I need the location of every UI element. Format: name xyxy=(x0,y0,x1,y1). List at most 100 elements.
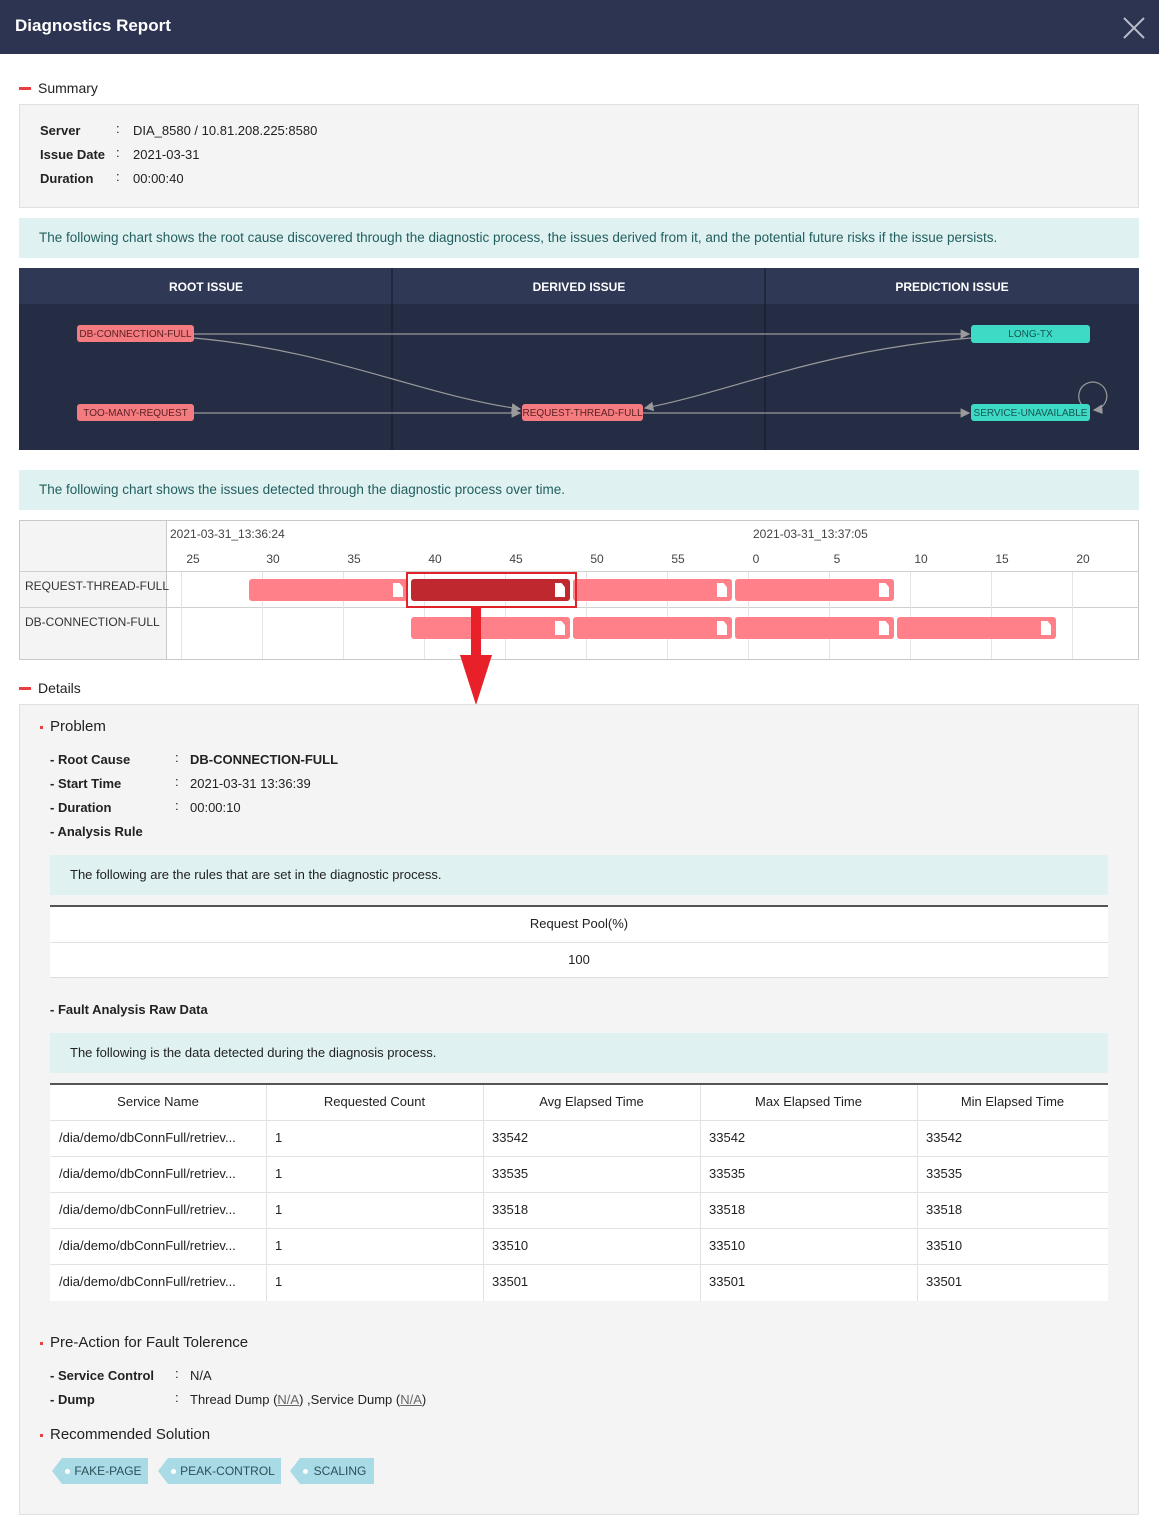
table-header: Requested Count xyxy=(323,1094,426,1109)
tick-label: 45 xyxy=(509,552,523,566)
time-label: 2021-03-31_13:36:24 xyxy=(170,527,285,541)
table-cell: 33501 xyxy=(709,1274,746,1289)
doc-icon xyxy=(717,583,727,597)
tick-label: 20 xyxy=(1076,552,1090,566)
header-title: Diagnostics Report xyxy=(15,16,171,35)
table-cell: 33535 xyxy=(709,1166,746,1181)
grid-line xyxy=(262,572,263,659)
edge xyxy=(643,337,972,412)
row-divider xyxy=(50,1264,1108,1265)
field-separator: : xyxy=(175,1366,179,1381)
table-cell: 33535 xyxy=(492,1166,529,1181)
issue-bar xyxy=(573,617,732,639)
table-cell: 33510 xyxy=(492,1238,529,1253)
field-label: Server xyxy=(40,123,81,138)
table-cell: 1 xyxy=(275,1166,283,1181)
col-divider xyxy=(266,1085,267,1301)
grid-line xyxy=(829,572,830,659)
row-label: DB-CONNECTION-FULL xyxy=(25,615,160,629)
column-header: DERIVED ISSUE xyxy=(533,280,626,294)
field-value: DB-CONNECTION-FULL xyxy=(190,752,339,767)
bullet xyxy=(40,726,43,729)
table-cell: 100 xyxy=(568,952,590,967)
table-header: Min Elapsed Time xyxy=(960,1094,1065,1109)
tick-label: 35 xyxy=(347,552,361,566)
close-button[interactable] xyxy=(1122,16,1146,40)
table-cell: 33501 xyxy=(926,1274,963,1289)
node xyxy=(971,325,1090,343)
field-label: - Root Cause xyxy=(50,752,131,767)
field-separator: : xyxy=(175,1390,179,1405)
self-loop xyxy=(1078,381,1108,415)
arrow-shape xyxy=(460,607,492,705)
header-bar xyxy=(0,0,1159,54)
field-separator: : xyxy=(175,774,179,789)
table-cell: 33542 xyxy=(709,1130,746,1145)
table-header: Avg Elapsed Time xyxy=(539,1094,644,1109)
section-icon xyxy=(19,687,31,690)
grid-line xyxy=(181,572,182,659)
column-header: PREDICTION ISSUE xyxy=(895,280,1008,294)
table-cell: /dia/demo/dbConnFull/retriev... xyxy=(59,1202,236,1217)
note-text: The following is the data detected durin… xyxy=(70,1045,437,1060)
note xyxy=(19,470,1139,510)
grid-line xyxy=(343,572,344,659)
doc-icon xyxy=(555,583,565,597)
issue-bar xyxy=(573,579,732,601)
node-label: SERVICE-UNAVAILABLE xyxy=(974,408,1088,419)
node-label: DB-CONNECTION-FULL xyxy=(79,329,192,340)
table-cell: 1 xyxy=(275,1238,283,1253)
col-divider xyxy=(700,1085,701,1301)
table-cell: 33518 xyxy=(492,1202,529,1217)
field-label: - Duration xyxy=(50,800,112,815)
field-label: - Analysis Rule xyxy=(50,824,143,839)
field-label: Duration xyxy=(40,171,94,186)
grid-line xyxy=(505,572,506,659)
doc-icon xyxy=(879,621,889,635)
grid-line xyxy=(586,572,587,659)
field-label: - Start Time xyxy=(50,776,122,791)
field-value: 00:00:10 xyxy=(190,800,241,815)
field-separator: : xyxy=(175,798,179,813)
row-label: REQUEST-THREAD-FULL xyxy=(25,579,170,593)
node-label: TOO-MANY-REQUEST xyxy=(83,408,187,419)
table-cell: /dia/demo/dbConnFull/retriev... xyxy=(59,1166,236,1181)
table-cell: 33542 xyxy=(492,1130,529,1145)
table-cell: 33510 xyxy=(709,1238,746,1253)
subsection-title: Pre-Action for Fault Tolerence xyxy=(50,1334,249,1351)
table-cell: 1 xyxy=(275,1130,283,1145)
link[interactable]: N/A xyxy=(400,1392,422,1407)
node-label: LONG-TX xyxy=(1008,329,1053,340)
node-label: REQUEST-THREAD-FULL xyxy=(522,408,642,419)
row-divider xyxy=(50,1228,1108,1229)
doc-icon xyxy=(555,621,565,635)
bullet xyxy=(40,1342,43,1345)
table-body xyxy=(50,1085,1108,1301)
field-value: 2021-03-31 13:36:39 xyxy=(190,776,311,791)
grid-line xyxy=(667,572,668,659)
doc-icon xyxy=(1041,621,1051,635)
tag-dot xyxy=(303,1469,308,1474)
tick-label: 40 xyxy=(428,552,442,566)
text: ) xyxy=(421,1392,427,1407)
doc-icon xyxy=(717,621,727,635)
field-separator: : xyxy=(116,121,120,136)
note xyxy=(50,855,1108,895)
table-cell: 33518 xyxy=(926,1202,963,1217)
tick-label: 0 xyxy=(752,552,760,566)
bullet xyxy=(40,1434,43,1437)
tick-label: 25 xyxy=(186,552,200,566)
selection-frame xyxy=(406,572,577,608)
tag xyxy=(158,1458,281,1484)
node xyxy=(522,404,643,421)
summary-box xyxy=(19,104,1139,208)
tag-label: PEAK-CONTROL xyxy=(180,1464,275,1478)
subsection-title: Recommended Solution xyxy=(50,1426,211,1443)
col-divider xyxy=(917,1085,918,1301)
grid-line xyxy=(424,572,425,659)
table-top xyxy=(50,905,1108,907)
section-title: Details xyxy=(38,680,81,696)
link[interactable]: N/A xyxy=(277,1392,300,1407)
table-cell: 33535 xyxy=(926,1166,963,1181)
tick-label: 30 xyxy=(266,552,280,566)
